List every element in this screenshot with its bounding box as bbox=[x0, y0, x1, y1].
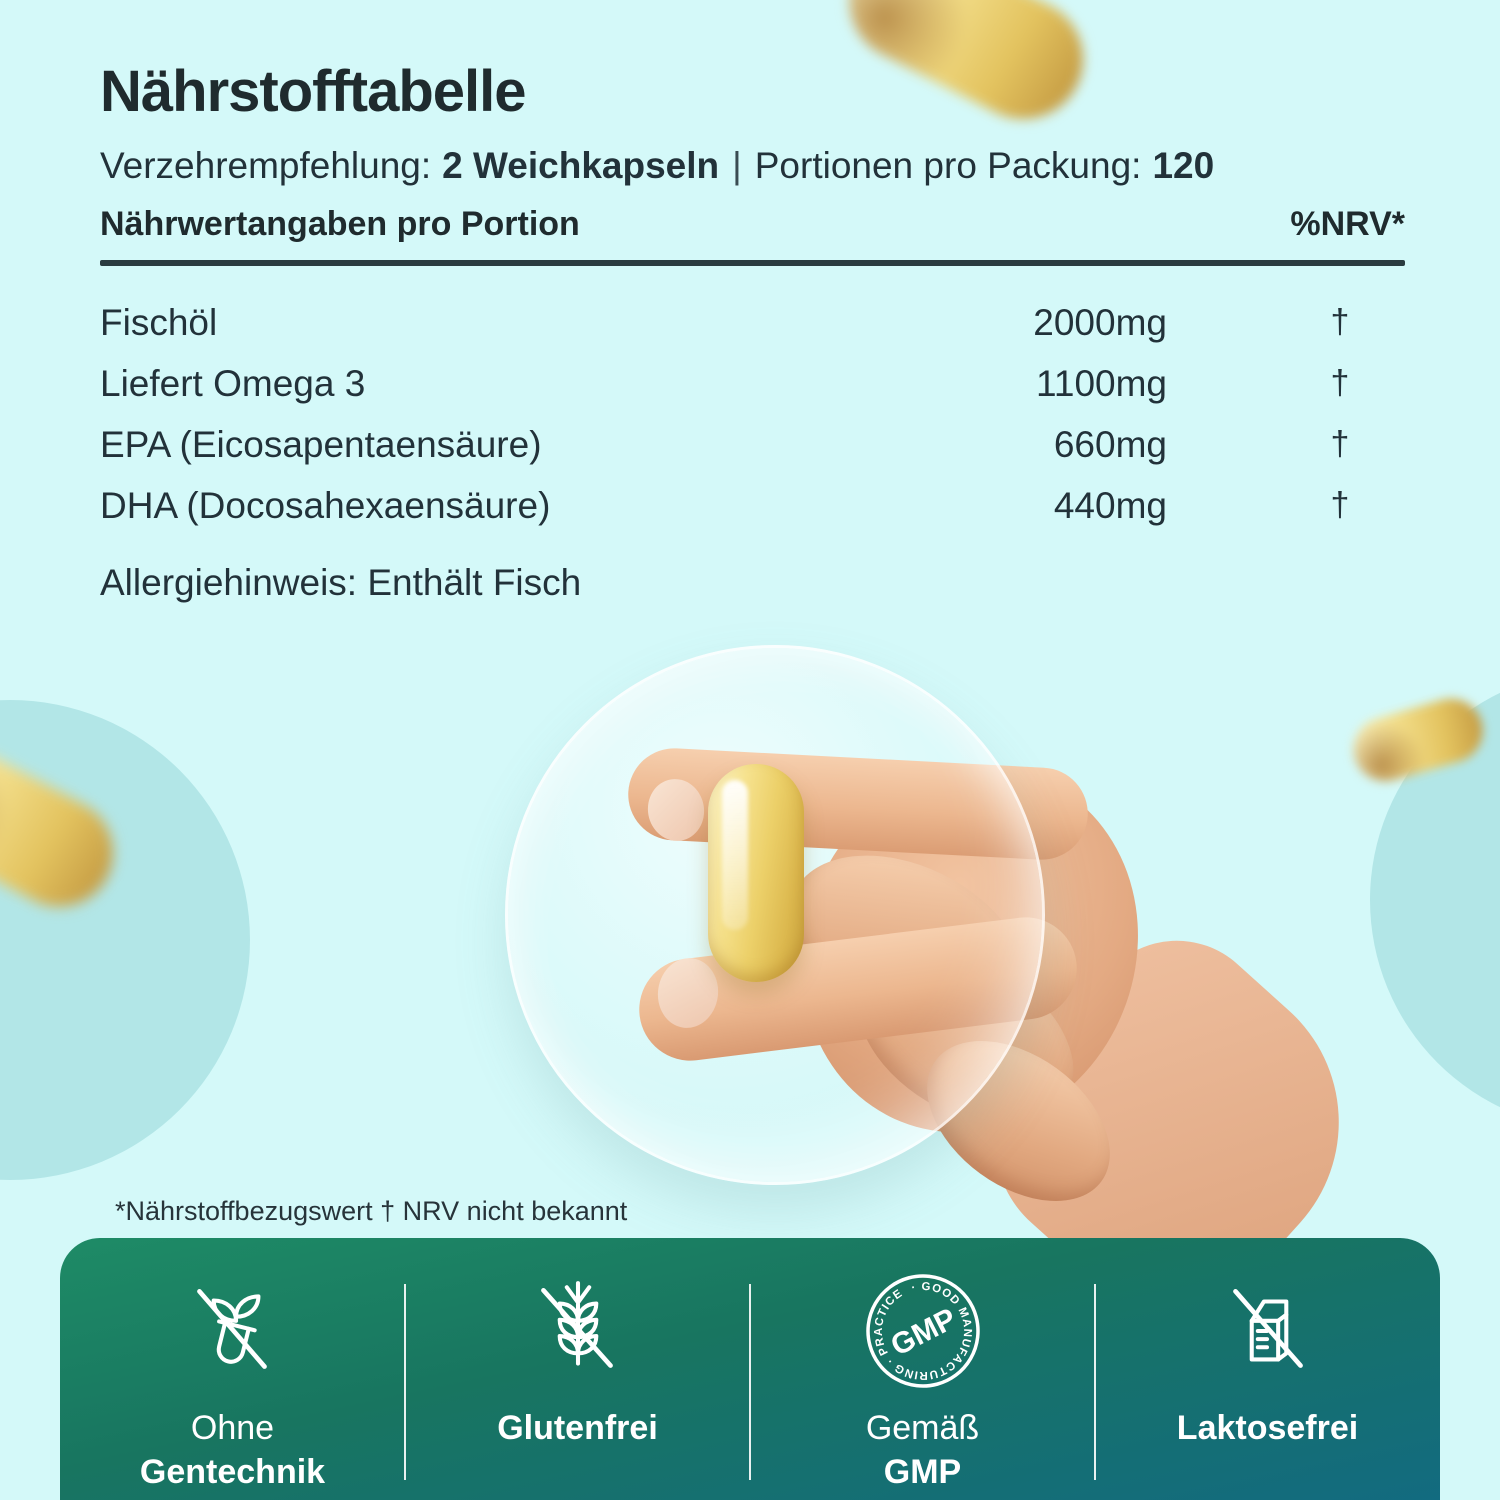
table-divider-rule bbox=[100, 260, 1405, 266]
table-row: DHA (Docosahexaensäure) 440mg † bbox=[100, 475, 1405, 536]
servings-value: 120 bbox=[1152, 145, 1215, 186]
servings-label: Portionen pro Packung: bbox=[754, 145, 1142, 186]
row-amount: 2000mg bbox=[1033, 301, 1167, 343]
allergy-note: Allergiehinweis: Enthält Fisch bbox=[100, 562, 582, 603]
row-nrv: † bbox=[1330, 303, 1350, 341]
dosage-line: Verzehrempfehlung: 2 Weichkapseln | Port… bbox=[100, 145, 1214, 187]
feature-badge-panel: Ohne Gentechnik bbox=[60, 1238, 1440, 1500]
row-label: Liefert Omega 3 bbox=[100, 362, 366, 404]
badge-label: Gemäß GMP bbox=[865, 1409, 980, 1491]
table-header: Nährwertangaben pro Portion %NRV* bbox=[100, 205, 1405, 244]
no-gmo-icon bbox=[172, 1262, 294, 1400]
table-row: EPA (Eicosapentaensäure) 660mg † bbox=[100, 414, 1405, 475]
separator: | bbox=[732, 145, 742, 186]
row-amount: 660mg bbox=[1053, 423, 1167, 465]
table-header-right: %NRV* bbox=[1290, 205, 1405, 243]
badge-label: Ohne Gentechnik bbox=[139, 1409, 326, 1491]
gluten-free-icon bbox=[517, 1262, 639, 1400]
lactose-free-icon bbox=[1207, 1262, 1329, 1400]
dosage-value: 2 Weichkapseln bbox=[442, 145, 720, 186]
badge-divider bbox=[749, 1284, 751, 1480]
row-label: EPA (Eicosapentaensäure) bbox=[100, 423, 542, 465]
header: Nährstofftabelle Verzehrempfehlung: 2 We… bbox=[100, 58, 1214, 187]
badge-lactose-free: Laktosefrei bbox=[1095, 1238, 1440, 1500]
badge-divider bbox=[1094, 1284, 1096, 1480]
decor-circle-left bbox=[0, 700, 250, 1180]
row-label: DHA (Docosahexaensäure) bbox=[100, 484, 551, 526]
badge-gmp: · GOOD MANUFACTURING · PRACTICE GMP Gemä… bbox=[750, 1238, 1096, 1500]
row-amount: 440mg bbox=[1053, 484, 1167, 526]
table-header-left: Nährwertangaben pro Portion bbox=[100, 205, 580, 243]
row-nrv: † bbox=[1330, 364, 1350, 402]
dosage-label: Verzehrempfehlung: bbox=[100, 145, 432, 186]
row-label: Fischöl bbox=[100, 301, 218, 343]
capsule-shine bbox=[722, 780, 748, 930]
table-row: Liefert Omega 3 1100mg † bbox=[100, 353, 1405, 414]
badge-label: Laktosefrei bbox=[1176, 1409, 1359, 1447]
badge-no-gmo: Ohne Gentechnik bbox=[60, 1238, 406, 1500]
badge-divider bbox=[404, 1284, 406, 1480]
gmp-seal-icon: · GOOD MANUFACTURING · PRACTICE GMP bbox=[858, 1262, 988, 1400]
badge-label: Glutenfrei bbox=[497, 1409, 658, 1447]
page-title: Nährstofftabelle bbox=[100, 59, 527, 124]
row-nrv: † bbox=[1330, 425, 1350, 463]
nrv-footnote: *Nährstoffbezugswert † NRV nicht bekannt bbox=[115, 1196, 628, 1226]
row-amount: 1100mg bbox=[1036, 362, 1167, 404]
row-nrv: † bbox=[1330, 486, 1350, 524]
nutrient-table: Nährwertangaben pro Portion %NRV* Fischö… bbox=[100, 205, 1405, 604]
table-row: Fischöl 2000mg † bbox=[100, 292, 1405, 353]
fish-oil-capsule bbox=[708, 764, 804, 982]
badge-gluten-free: Glutenfrei bbox=[405, 1238, 751, 1500]
gmp-center-text: GMP bbox=[885, 1302, 961, 1362]
table-body: Fischöl 2000mg † Liefert Omega 3 1100mg … bbox=[100, 292, 1405, 536]
